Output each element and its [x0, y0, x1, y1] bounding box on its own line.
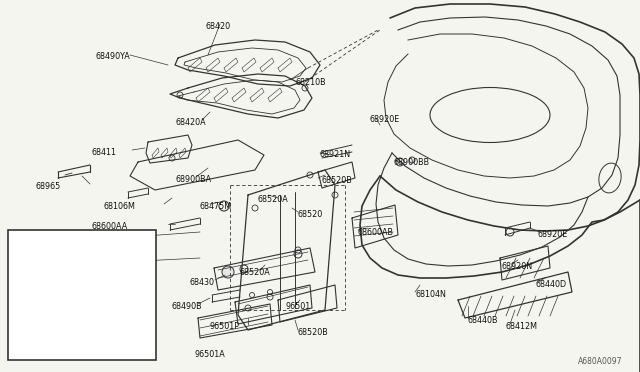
Text: 68520A: 68520A — [240, 268, 271, 277]
Text: 68900BA: 68900BA — [175, 175, 211, 184]
Text: 68440B: 68440B — [468, 316, 499, 325]
Text: 68412M: 68412M — [505, 322, 537, 331]
Text: 68490YA: 68490YA — [95, 52, 130, 61]
Text: 68104N: 68104N — [415, 290, 446, 299]
Text: 96501: 96501 — [285, 302, 310, 311]
Text: 68600AA: 68600AA — [92, 222, 128, 231]
Text: 68920N: 68920N — [502, 262, 533, 271]
Text: 68965: 68965 — [36, 182, 61, 191]
Text: 68520B: 68520B — [298, 328, 329, 337]
Text: (4): (4) — [75, 256, 86, 265]
Text: A680A0097: A680A0097 — [577, 357, 622, 366]
Text: 68490N: 68490N — [16, 248, 47, 257]
Text: 68420: 68420 — [205, 22, 230, 31]
Text: 68490B: 68490B — [172, 302, 203, 311]
Text: 08520-51242: 08520-51242 — [58, 270, 109, 279]
Text: 68411: 68411 — [92, 148, 117, 157]
Text: (4): (4) — [75, 282, 86, 291]
Text: 68475M: 68475M — [200, 202, 232, 211]
Text: 68520: 68520 — [298, 210, 323, 219]
Text: 68900BB: 68900BB — [393, 158, 429, 167]
Text: 68106M: 68106M — [104, 202, 136, 211]
Text: S: S — [54, 238, 59, 247]
Text: 96501A: 96501A — [195, 350, 225, 359]
Bar — [8, 230, 156, 360]
Circle shape — [222, 266, 234, 278]
Text: 68921N: 68921N — [320, 150, 351, 159]
Text: 68420A: 68420A — [176, 118, 207, 127]
Text: 68440D: 68440D — [535, 280, 566, 289]
Text: 68920E: 68920E — [370, 115, 400, 124]
Text: 68520B: 68520B — [322, 176, 353, 185]
Text: S: S — [54, 261, 59, 270]
Text: 68920E: 68920E — [538, 230, 568, 239]
Text: 08520-51242: 08520-51242 — [58, 244, 109, 253]
Text: 68600AB: 68600AB — [358, 228, 394, 237]
Text: 68210B: 68210B — [296, 78, 326, 87]
Text: 68430: 68430 — [190, 278, 215, 287]
Text: 96501P: 96501P — [210, 322, 240, 331]
Text: 68520A: 68520A — [258, 195, 289, 204]
